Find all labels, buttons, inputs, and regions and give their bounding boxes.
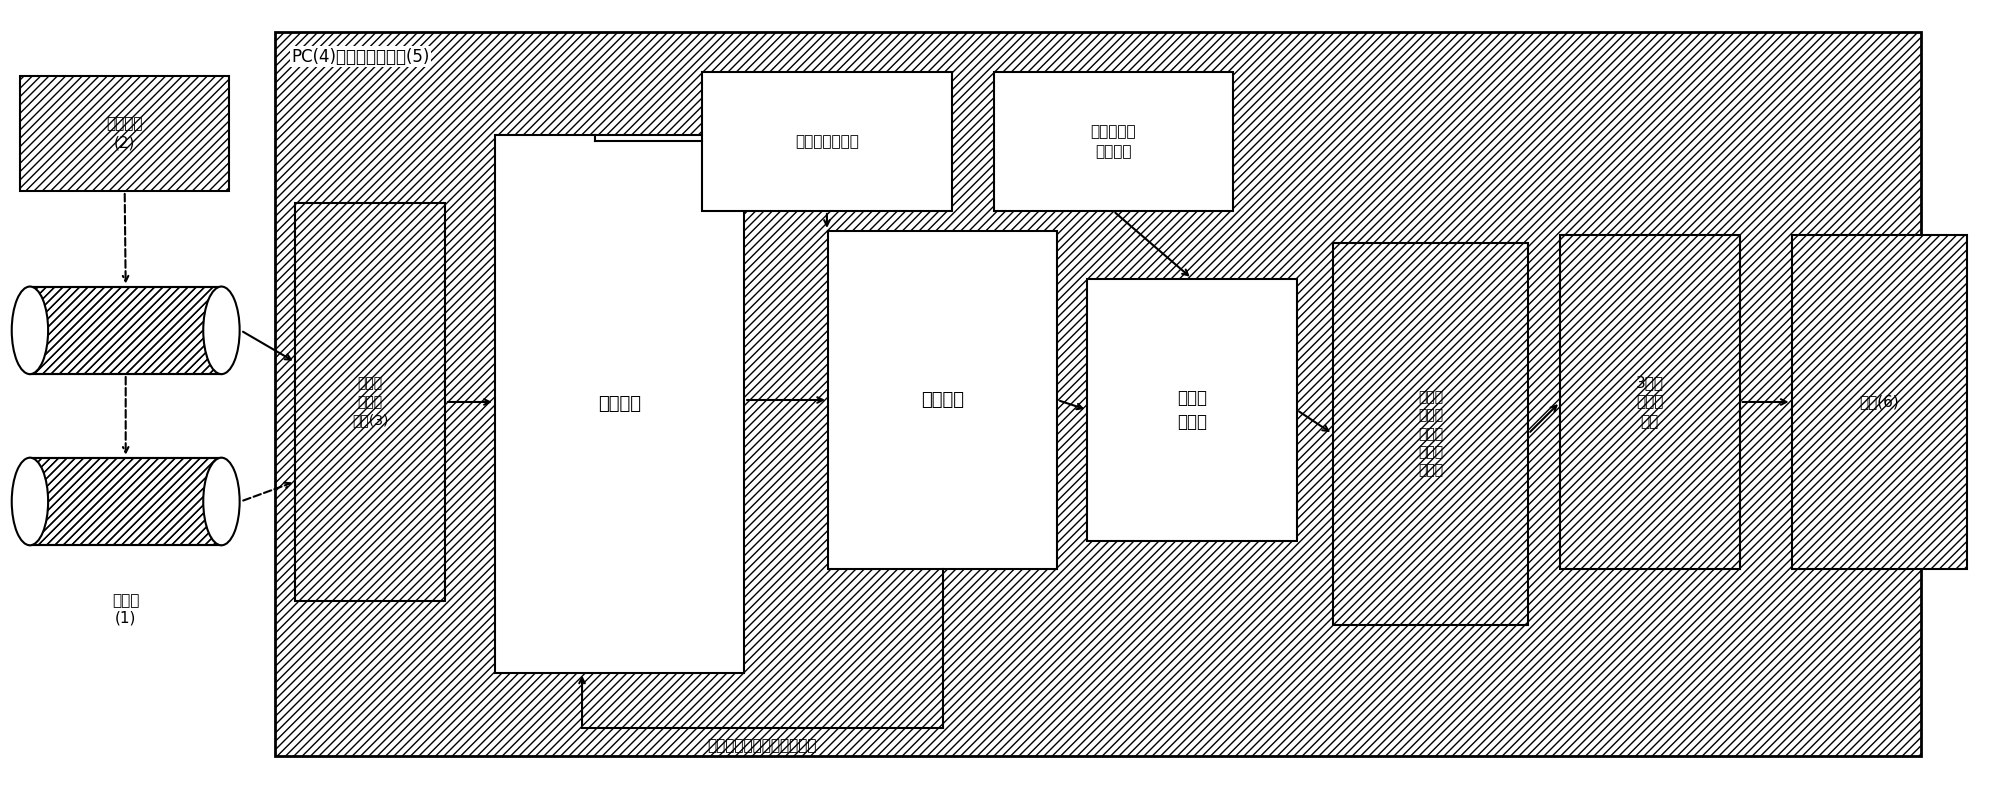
Bar	[495, 135, 744, 673]
Bar	[1792, 235, 1967, 569]
Bar	[30, 458, 221, 545]
Text: 乒乒球
运动状
态和飞
行轨迹
分析器: 乒乒球 运动状 态和飞 行轨迹 分析器	[1418, 390, 1442, 478]
Bar	[1560, 235, 1740, 569]
Text: 乒乒球运动
离线建模: 乒乒球运动 离线建模	[1091, 124, 1135, 158]
Bar	[30, 287, 221, 374]
Text: 屏幕(6): 屏幕(6)	[1859, 395, 1899, 409]
Bar	[828, 231, 1057, 569]
Ellipse shape	[12, 458, 48, 545]
Bar	[1087, 279, 1297, 541]
Bar	[295, 203, 445, 601]
Bar	[702, 72, 952, 211]
Text: 3维虚
拟场景
重现: 3维虚 拟场景 重现	[1636, 375, 1664, 429]
Ellipse shape	[203, 458, 239, 545]
Ellipse shape	[203, 287, 239, 374]
Bar	[30, 287, 221, 374]
Text: 摄像机
(1): 摄像机 (1)	[112, 593, 140, 626]
Text: 同步装置
(2): 同步装置 (2)	[106, 116, 144, 150]
Text: 图像采
集传输
装置(3): 图像采 集传输 装置(3)	[351, 377, 389, 427]
Text: 摄像机离线标定: 摄像机离线标定	[794, 134, 860, 149]
Bar	[275, 32, 1921, 756]
Bar	[20, 76, 229, 191]
Text: 目标识别: 目标识别	[598, 395, 640, 413]
Ellipse shape	[12, 287, 48, 374]
Text: 确定下一图像目标搜索范围: 确定下一图像目标搜索范围	[708, 738, 818, 753]
Bar	[994, 72, 1233, 211]
Bar	[30, 458, 221, 545]
Text: PC(4)和软件运行环境(5): PC(4)和软件运行环境(5)	[291, 48, 429, 66]
Text: 滤波和
预测器: 滤波和 预测器	[1177, 389, 1207, 431]
Text: 目标定位: 目标定位	[922, 391, 964, 409]
Bar	[1333, 243, 1528, 625]
